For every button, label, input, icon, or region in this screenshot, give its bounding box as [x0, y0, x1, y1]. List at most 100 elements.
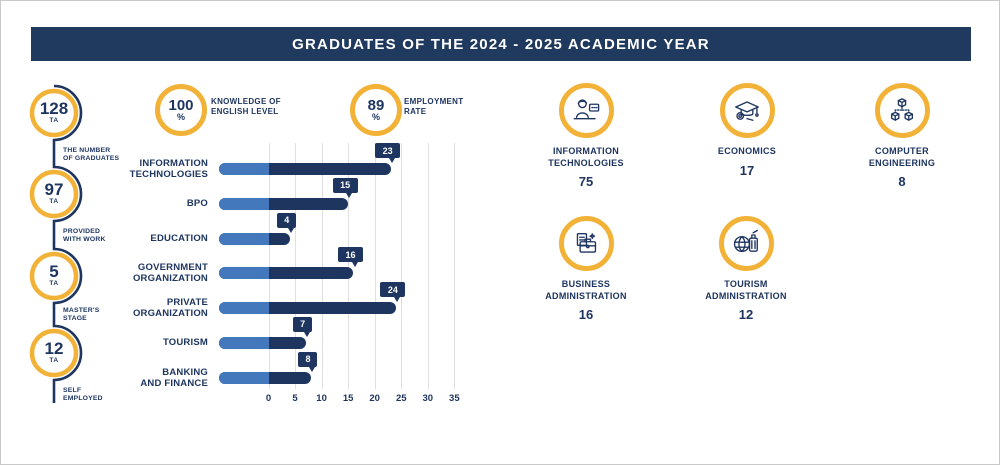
text-line: INFORMATION — [139, 158, 208, 169]
x-axis-tick: 25 — [395, 393, 407, 404]
chart-callout-pointer — [287, 227, 294, 233]
chart-callout-pointer — [388, 158, 395, 163]
x-axis-tick: 15 — [342, 393, 354, 404]
rail-stat-1: 97 TA — [24, 181, 84, 206]
economics-icon — [735, 100, 759, 121]
stat-circle-1: 89% — [350, 84, 402, 136]
chart-category-label: GOVERNMENT ORGANIZATION — [91, 262, 208, 284]
chart-bar — [219, 232, 290, 245]
major-count: 17 — [739, 162, 755, 178]
text-line: GOVERNMENT — [137, 262, 208, 274]
text-line: EDUCATION — [150, 232, 208, 244]
business-admin-icon — [576, 232, 597, 253]
major-card-business-administration: BUSINESS ADMINISTRATION 16 — [511, 216, 661, 322]
x-axis-tick: 10 — [316, 393, 327, 404]
chart-gridline — [427, 143, 429, 389]
text-line: TECHNOLOGIES — [548, 157, 624, 168]
major-label: TOURISM ADMINISTRATION — [671, 279, 821, 302]
text-line: PRIVATE — [166, 297, 208, 308]
chart-bar — [219, 302, 396, 314]
chart-category-label: INFORMATION TECHNOLOGIES — [91, 158, 208, 180]
rail-rings — [29, 88, 79, 378]
chart-bar — [219, 163, 391, 175]
chart-value-callout: 4 — [277, 212, 297, 228]
major-count: 16 — [578, 307, 594, 323]
text-line: EMPLOYMENT — [404, 97, 464, 106]
chart-value-callout: 15 — [332, 177, 358, 193]
major-card-economics: ECONOMICS 17 — [672, 83, 822, 178]
text-line: TOURISM — [724, 279, 768, 289]
chart-value-callout: 7 — [293, 316, 313, 332]
chart-category-label: EDUCATION — [91, 233, 208, 244]
text-line: ORGANIZATION — [132, 273, 208, 285]
chart-category-label: TOURISM — [91, 337, 208, 348]
text-line: TOURISM — [162, 336, 208, 348]
rail-stat-unit: TA — [49, 198, 59, 205]
text-line: ENGLISH LEVEL — [211, 107, 279, 117]
chart-gridline — [321, 143, 323, 389]
rail-stat-label: MASTER'S STAGE — [63, 307, 99, 323]
major-icon-ring — [558, 216, 614, 271]
chart-bar-lead-segment — [219, 267, 269, 280]
text-line: BANKING — [162, 366, 208, 378]
chart-bar-lead-segment — [219, 163, 269, 175]
chart-bar — [219, 197, 349, 210]
text-line: PROVIDED — [63, 228, 101, 235]
major-card-tourism-administration: TOURISM ADMINISTRATION 12 — [671, 216, 821, 322]
percent-sign: % — [176, 112, 185, 122]
x-axis-tick: 20 — [369, 393, 380, 404]
major-card-information-technologies: INFORMATION TECHNOLOGIES 75 — [511, 83, 661, 189]
it-specialist-icon — [573, 98, 600, 119]
chart-bar — [219, 371, 311, 384]
chart-callout-pointer — [346, 192, 353, 198]
chart-callout-pointer — [351, 262, 358, 268]
text-line: MASTER'S — [63, 307, 100, 314]
text-line: INFORMATION — [552, 146, 620, 156]
x-axis-tick: 5 — [292, 393, 298, 404]
major-icon-ring — [719, 83, 775, 138]
rail-stat-label: THE NUMBER OF GRADUATES — [63, 147, 119, 163]
text-line: STAGE — [63, 315, 87, 323]
text-line: TECHNOLOGIES — [129, 169, 208, 181]
stat-label: EMPLOYMENT RATE — [404, 97, 463, 118]
text-line: EMPLOYED — [63, 395, 103, 403]
text-line: KNOWLEDGE OF — [211, 97, 281, 106]
major-icon-ring — [718, 216, 774, 271]
text-line: ADMINISTRATION — [545, 290, 627, 301]
text-line: BUSINESS — [561, 279, 611, 289]
major-label: INFORMATION TECHNOLOGIES — [511, 146, 661, 169]
text-line: WITH WORK — [63, 236, 106, 244]
rail-stat-value: 128 — [39, 99, 69, 118]
chart-gridline — [268, 143, 270, 389]
chart-gridline — [348, 143, 350, 389]
chart-category-label: PRIVATE ORGANIZATION — [91, 297, 208, 319]
rail-stat-unit: TA — [49, 117, 59, 124]
major-count: 12 — [738, 307, 754, 323]
rail-stat-label: SELF EMPLOYED — [63, 387, 103, 403]
rail-stat-value: 97 — [44, 180, 64, 199]
major-label: BUSINESS ADMINISTRATION — [511, 279, 661, 302]
rail-stat-0: 128 TA — [24, 100, 84, 125]
chart-gridline — [374, 143, 376, 389]
text-line: ADMINISTRATION — [705, 290, 787, 301]
x-axis-tick: 0 — [265, 393, 272, 404]
text-line: ENGINEERING — [868, 157, 936, 168]
chart-value-callout: 8 — [298, 351, 318, 367]
rail-thread-line — [52, 84, 83, 403]
text-line: BPO — [186, 197, 208, 209]
text-line: COMPUTER — [875, 146, 929, 156]
title-bar: GRADUATES OF THE 2024 - 2025 ACADEMIC YE… — [31, 27, 971, 61]
text-line: RATE — [404, 107, 427, 117]
rail-stat-unit: TA — [49, 280, 59, 287]
text-line: ORGANIZATION — [132, 308, 208, 320]
rail-stat-label: PROVIDED WITH WORK — [63, 228, 106, 244]
stat-circle-0: 100% — [155, 84, 207, 136]
chart-bar — [219, 336, 306, 349]
tourism-admin-icon — [733, 229, 758, 252]
major-count: 8 — [898, 174, 906, 190]
chart-category-label: BANKING AND FINANCE — [91, 367, 208, 389]
chart-value-callout: 23 — [375, 143, 401, 158]
chart-bar-lead-segment — [219, 302, 269, 314]
rail-stat-3: 12 TA — [24, 340, 84, 365]
